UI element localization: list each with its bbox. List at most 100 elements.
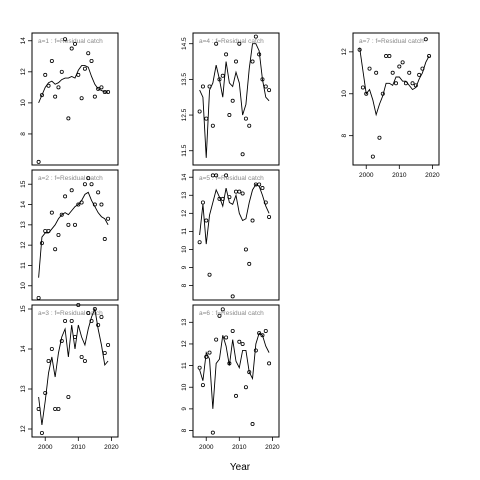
y-tick-label: 11.5: [181, 144, 188, 157]
data-point: [73, 334, 78, 339]
data-point: [56, 85, 61, 90]
y-tick-label: 13: [181, 318, 188, 326]
data-point: [73, 222, 78, 227]
data-point: [224, 335, 229, 340]
data-point: [357, 47, 362, 52]
data-point: [267, 88, 272, 93]
data-point: [106, 90, 111, 95]
data-point: [250, 422, 255, 427]
y-tick-label: 11: [181, 228, 188, 235]
data-point: [82, 358, 87, 363]
x-tick-label: 2000: [359, 172, 374, 179]
data-point: [227, 195, 232, 200]
data-point: [403, 81, 408, 86]
panel-a2: a=2 : f=Residual catch 10 11 12 13 14 15: [20, 169, 119, 301]
y-tick-label: 13: [20, 385, 27, 393]
data-point: [230, 328, 235, 333]
panel-frame: [192, 169, 280, 301]
data-point: [257, 182, 262, 187]
data-point: [69, 318, 74, 323]
data-point: [96, 190, 101, 195]
data-point: [59, 212, 64, 217]
panel-title: a=1 : f=Residual catch: [38, 38, 103, 45]
data-point: [76, 72, 81, 77]
data-point: [390, 70, 395, 75]
x-tick-label: 2020: [265, 444, 280, 451]
data-point: [82, 66, 87, 71]
data-point: [79, 200, 84, 205]
data-point: [92, 202, 97, 207]
data-point: [367, 66, 372, 71]
data-point: [69, 188, 74, 193]
data-point: [89, 182, 94, 187]
data-point: [102, 350, 107, 355]
panel-a5: a=5 : f=Residual catch 8 9 10 11 12 13 14: [181, 169, 280, 301]
data-point: [66, 394, 71, 399]
data-point: [200, 200, 205, 205]
data-point: [214, 337, 219, 342]
y-tick-label: 14: [20, 345, 27, 353]
data-point: [214, 173, 219, 178]
panel-a7: a=7 : f=Residual catch 8 10 12 2000 2010 2020: [341, 32, 440, 179]
panel-title: a=5 : f=Residual catch: [199, 175, 264, 182]
panel-a3: a=3 : f=Residual catch 12 13 14 15 2000 2010 20…: [20, 302, 119, 451]
data-point: [204, 218, 209, 223]
data-point: [233, 393, 238, 398]
data-point: [247, 123, 252, 128]
data-point: [197, 240, 202, 245]
y-tick-label: 10: [341, 90, 348, 98]
data-point: [43, 72, 48, 77]
data-point: [79, 354, 84, 359]
fitted-line: [359, 47, 430, 117]
data-point: [243, 385, 248, 390]
data-point: [250, 218, 255, 223]
data-point: [237, 41, 242, 46]
data-point: [39, 430, 44, 435]
y-tick-label: 10: [20, 99, 27, 107]
data-point: [63, 318, 68, 323]
data-point: [86, 176, 91, 181]
y-tick-label: 10: [181, 383, 188, 391]
data-point: [214, 41, 219, 46]
data-point: [63, 194, 68, 199]
data-point: [220, 73, 225, 78]
data-point: [210, 430, 215, 435]
data-point: [46, 83, 51, 88]
x-tick-label: 2020: [104, 444, 119, 451]
data-point: [364, 91, 369, 96]
x-tick-label: 2010: [392, 172, 407, 179]
data-point: [233, 189, 238, 194]
data-point: [197, 365, 202, 370]
data-point: [227, 113, 232, 118]
data-point: [102, 237, 107, 242]
data-point: [360, 85, 365, 90]
data-point: [384, 54, 389, 59]
data-point: [243, 247, 248, 252]
data-point: [230, 294, 235, 299]
data-point: [79, 96, 84, 101]
fitted-line: [38, 65, 109, 104]
y-tick-label: 8: [181, 428, 188, 432]
data-point: [92, 94, 97, 99]
y-tick-label: 14.5: [181, 37, 188, 50]
data-point: [217, 313, 222, 318]
data-point: [250, 59, 255, 64]
data-point: [397, 64, 402, 69]
data-point: [240, 341, 245, 346]
data-point: [86, 51, 91, 56]
y-tick-label: 14: [20, 201, 27, 209]
data-point: [46, 228, 51, 233]
panel-frame: [31, 304, 119, 438]
data-point: [200, 84, 205, 89]
y-tick-label: 13.5: [181, 73, 188, 86]
data-point: [237, 339, 242, 344]
y-tick-label: 10: [20, 282, 27, 290]
panel-a6: a=6 : f=Residual catch 8 9 10 11 12 13 2000 2010…: [181, 304, 280, 451]
data-point: [56, 232, 61, 237]
data-point: [263, 84, 268, 89]
data-point: [99, 85, 104, 90]
data-point: [73, 41, 78, 46]
data-point: [230, 98, 235, 103]
data-point: [247, 370, 252, 375]
data-point: [96, 86, 101, 91]
